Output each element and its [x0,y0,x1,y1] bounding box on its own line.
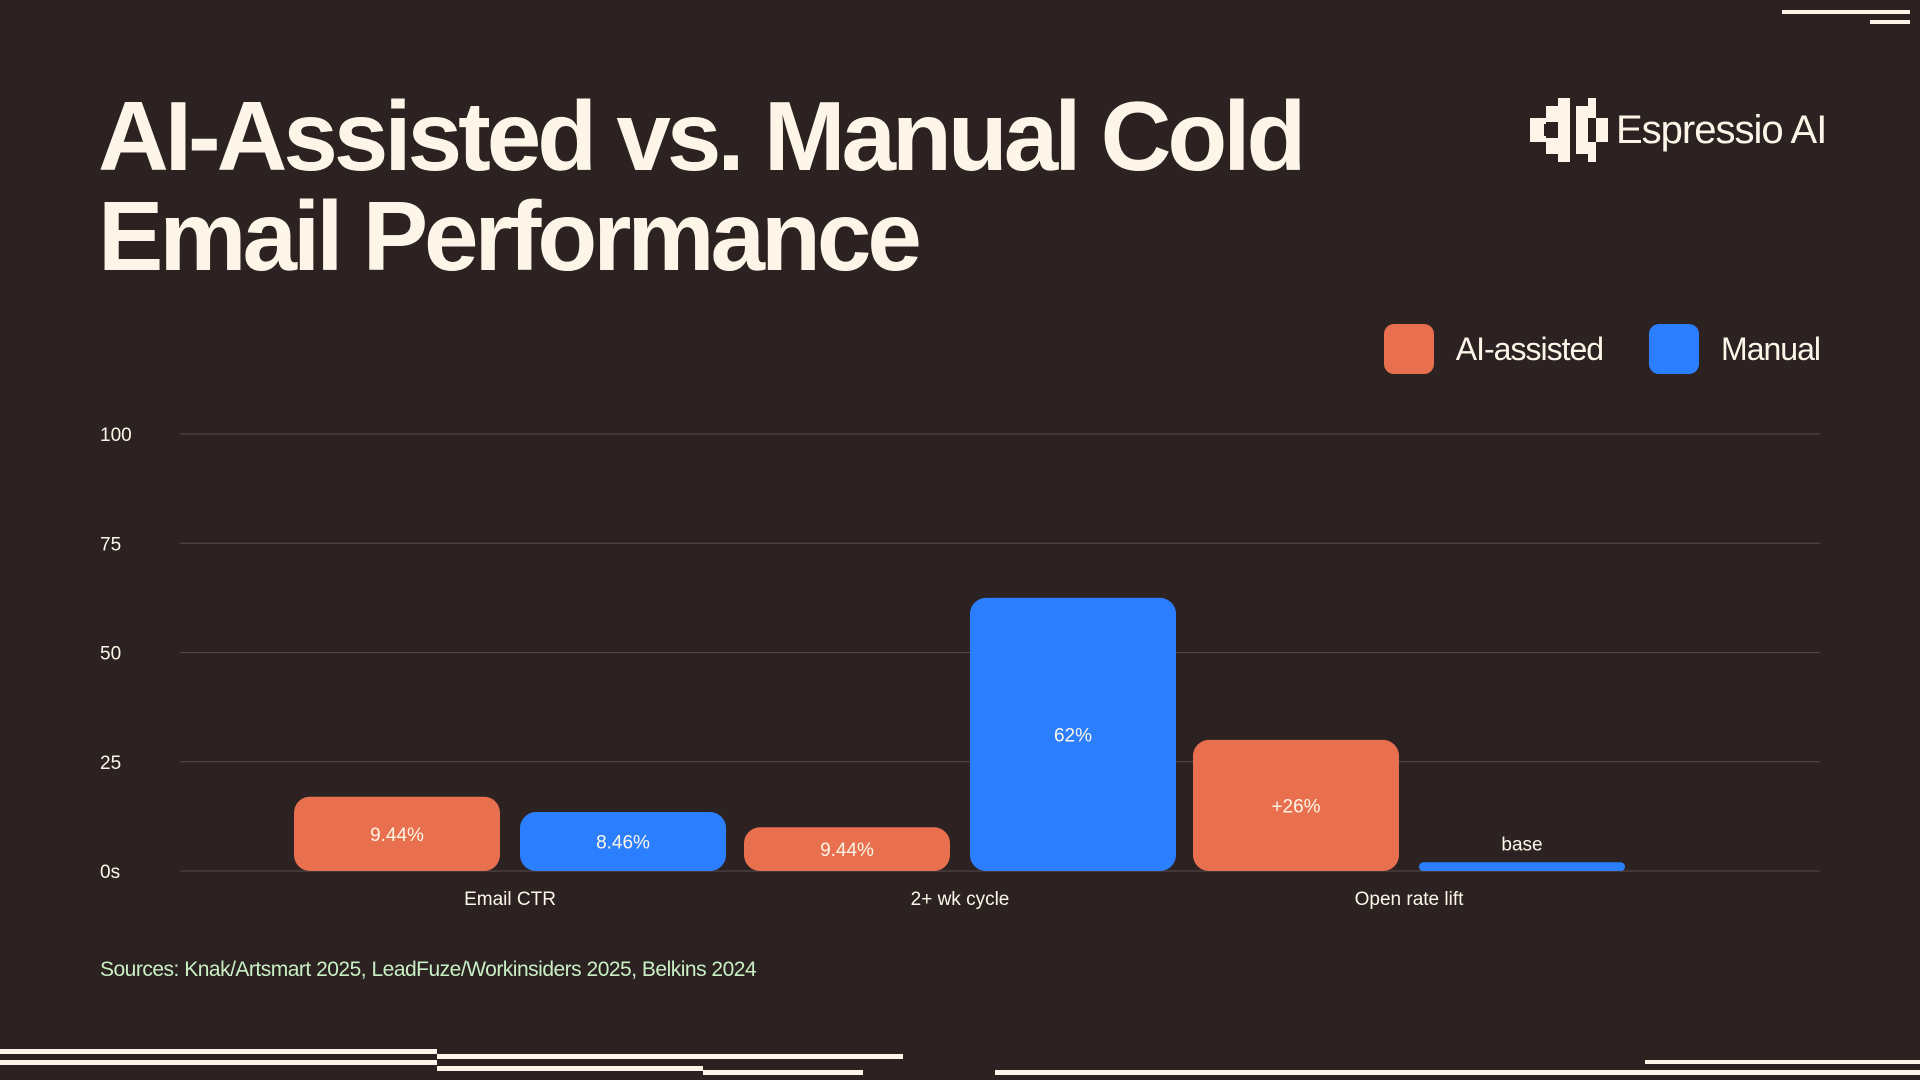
sources-note: Sources: Knak/Artsmart 2025, LeadFuze/Wo… [100,958,757,981]
brand-name: Espressio AI [1616,107,1827,152]
page-title: AI-Assisted vs. Manual Cold Email Perfor… [98,81,1306,291]
espressio-logo-icon [1530,98,1608,162]
y-tick-label: 75 [100,534,121,555]
bar [1419,862,1625,871]
legend-swatch-ai-assisted [1383,324,1434,374]
data-label: 62% [1054,725,1092,746]
y-tick-label: 0s [100,862,120,883]
data-label: 9.44% [370,825,424,846]
bar [520,812,726,871]
y-tick-label: 50 [100,644,121,665]
bar [294,796,500,871]
legend-item-manual: Manual [1649,324,1821,374]
y-tick-label: 25 [100,753,121,774]
data-label: 9.44% [820,840,874,861]
data-label: +26% [1271,796,1320,817]
data-label: 8.46% [596,833,650,854]
x-tick-label: Open rate lift [1355,889,1464,910]
chart-legend: AI-assisted Manual [1338,324,1821,374]
y-tick-label: 100 [100,425,132,446]
x-tick-label: 2+ wk cycle [911,889,1010,910]
legend-label-manual: Manual [1721,330,1821,367]
bar [1193,739,1399,871]
legend-label-ai-assisted: AI-assisted [1455,330,1604,367]
legend-item-ai-assisted: AI-assisted [1383,324,1604,374]
x-tick-label: Email CTR [464,889,556,910]
bar [744,827,950,871]
data-label: base [1501,834,1542,855]
legend-swatch-manual [1649,324,1700,374]
brand: Espressio AI [1530,98,1827,162]
bar [970,597,1176,871]
